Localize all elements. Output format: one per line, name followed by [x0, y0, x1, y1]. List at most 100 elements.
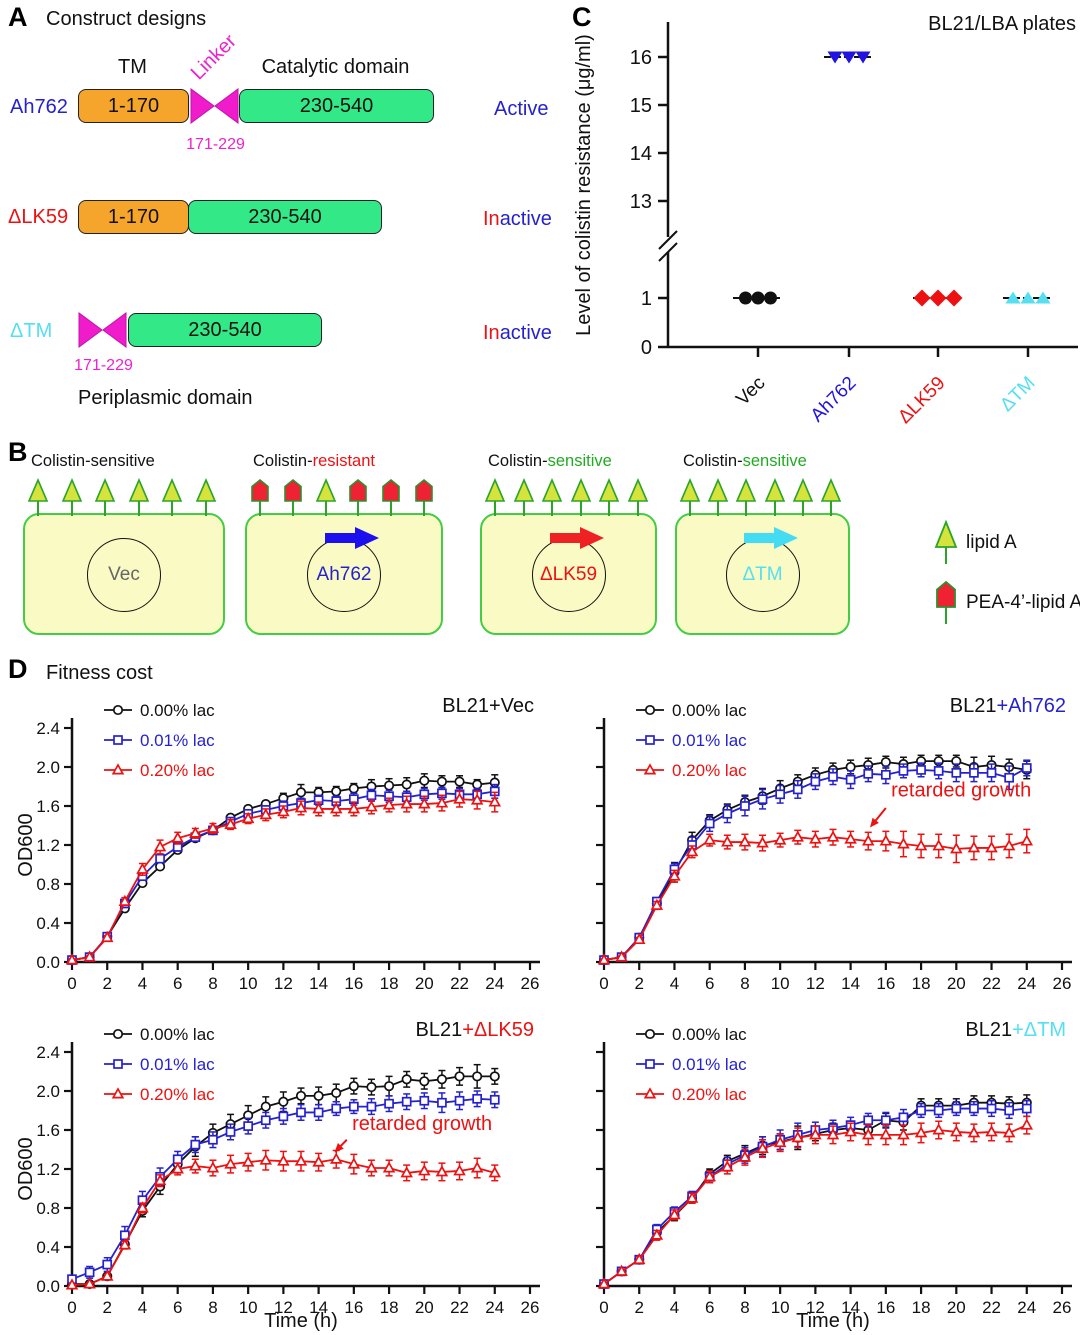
y-tick-label: 2.4: [36, 719, 60, 738]
expression-arrow: [325, 527, 379, 549]
x-tick-label: 14: [309, 1298, 328, 1317]
category-label: Ah762: [807, 373, 861, 427]
data-marker: [880, 1115, 891, 1126]
lipidA-triangle: [707, 478, 729, 502]
data-marker: [950, 842, 963, 854]
x-tick-label: 8: [208, 1298, 217, 1317]
x-tick-label: 4: [138, 1298, 147, 1317]
data-marker: [384, 780, 395, 791]
data-marker: [932, 839, 945, 851]
header-prefix: Colistin-: [31, 452, 91, 470]
y-tick-label: 2.0: [36, 1082, 60, 1101]
data-marker: [472, 1093, 483, 1104]
x-tick-label: 6: [705, 974, 714, 993]
data-marker: [986, 1103, 997, 1114]
data-marker: [951, 767, 962, 778]
data-marker: [897, 1128, 910, 1140]
linker-bowtie: [78, 312, 127, 348]
header-suffix: sensitive: [547, 452, 612, 470]
activity-status: Inactive: [483, 322, 552, 345]
data-marker: [489, 1094, 500, 1105]
catalytic-box: 230-540: [239, 89, 434, 123]
title-suffix: +Vec: [489, 695, 534, 717]
bowtie-left: [190, 88, 215, 124]
x-tick-label: 22: [450, 974, 469, 993]
data-marker: [278, 1096, 289, 1107]
retarded-growth-annotation: retarded growth: [891, 779, 1031, 801]
data-marker: [916, 765, 926, 775]
data-marker: [401, 1096, 412, 1107]
data-marker: [967, 1126, 981, 1138]
activity-status: Active: [494, 98, 548, 121]
data-marker: [756, 836, 769, 848]
data-marker: [685, 845, 699, 857]
pea-lipidA-icon: [382, 478, 400, 516]
data-marker: [224, 817, 237, 829]
x-tick-label: 0: [67, 974, 76, 993]
data-marker: [241, 1155, 255, 1167]
growth-chart-dlk59: 0 2 4 6 8 10 12 14 16 18 20 22 24 260.00.40.81.21.62.…: [18, 1019, 540, 1332]
y-tick-label: 0.0: [36, 1277, 60, 1296]
lipidA-icon: [27, 478, 49, 516]
panel-a-label: A: [8, 2, 28, 32]
data-marker: [347, 802, 361, 814]
y-tick-label: 15: [630, 95, 652, 117]
pea-pentagon: [936, 580, 956, 608]
status-part: active: [499, 208, 552, 230]
header-suffix: sensitive: [90, 452, 155, 470]
data-marker: [260, 1101, 271, 1112]
data-point: [841, 51, 857, 64]
data-marker: [111, 763, 125, 775]
status-part: Active: [494, 98, 549, 120]
y-tick-label: 16: [630, 47, 652, 69]
data-marker: [454, 1071, 465, 1082]
data-marker: [721, 1160, 734, 1172]
title-prefix: BL21: [416, 1019, 463, 1041]
tm-header: TM: [118, 56, 147, 78]
x-tick-label: 0: [67, 1298, 76, 1317]
data-marker: [171, 831, 184, 843]
legend-label: 0.20% lac: [140, 761, 215, 780]
data-marker: [738, 1150, 752, 1162]
data-marker: [206, 821, 220, 833]
data-marker: [453, 792, 466, 804]
legend-label: 0.20% lac: [672, 1085, 747, 1104]
panel-b-label: B: [8, 437, 28, 467]
arrow-shape: [743, 527, 798, 549]
growth-chart-vec: 0 2 4 6 8 10 12 14 16 18 20 22 24 260.00.40.81.21.62.…: [18, 695, 540, 993]
category-label: Vec: [732, 373, 769, 410]
data-marker: [880, 769, 891, 780]
data-marker: [844, 832, 857, 844]
data-marker: [1021, 1103, 1032, 1114]
data-marker: [365, 800, 378, 812]
lipidA-triangle: [764, 478, 785, 502]
pea-pentagon: [283, 478, 302, 502]
data-marker: [102, 1259, 113, 1270]
data-marker: [436, 1074, 447, 1085]
bowtie-left: [78, 312, 103, 348]
x-tick-label: 22: [982, 1298, 1001, 1317]
data-marker: [897, 837, 910, 849]
data-marker: [418, 797, 431, 809]
linker-range: 171-229: [74, 357, 133, 374]
x-tick-label: 24: [485, 974, 504, 993]
annotation-arrowhead: [334, 1143, 344, 1153]
arrow-shape: [325, 527, 379, 549]
data-marker: [259, 808, 273, 820]
data-marker: [643, 1087, 657, 1099]
arrow-shape: [549, 527, 604, 549]
title-suffix: +Ah762: [996, 695, 1066, 717]
data-marker: [113, 1059, 123, 1069]
data-marker: [826, 830, 840, 842]
data-marker: [384, 1098, 394, 1109]
data-marker: [809, 1128, 822, 1140]
data-marker: [100, 1269, 114, 1281]
pea-pentagon: [415, 478, 433, 502]
data-marker: [100, 930, 114, 943]
y-axis-label: OD600: [18, 813, 37, 876]
pea-pentagon: [349, 478, 368, 502]
data-marker: [914, 1126, 928, 1138]
data-marker: [436, 776, 447, 787]
x-tick-label: 8: [208, 974, 217, 993]
data-marker: [932, 1123, 945, 1135]
